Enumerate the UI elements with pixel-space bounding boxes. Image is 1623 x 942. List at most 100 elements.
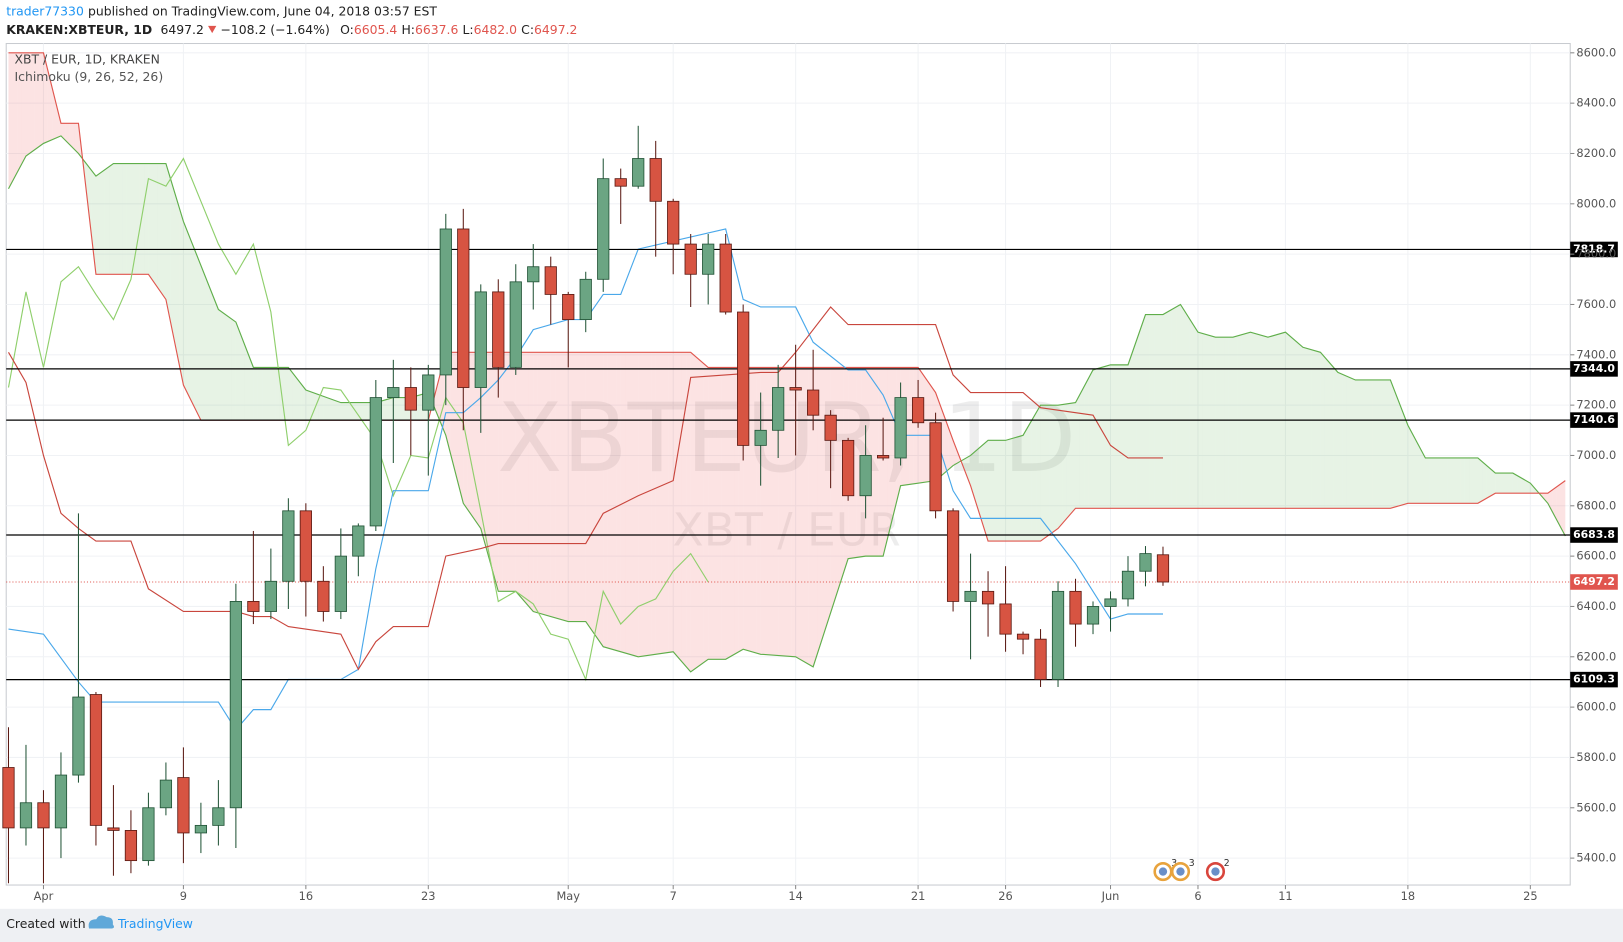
cloud-fill [629, 352, 634, 656]
cloud-fill [633, 352, 639, 657]
cloud-fill [52, 88, 57, 140]
candle-body [719, 243, 732, 313]
cloud-fill [393, 397, 398, 421]
cloud-fill [695, 356, 700, 669]
cloud-fill [1093, 368, 1098, 509]
ohlc-value: 6482.0 [474, 22, 518, 37]
cloud-fill [91, 170, 96, 275]
y-tick-label: 7800.0 [1576, 247, 1616, 261]
y-tick-label: 6600.0 [1576, 549, 1616, 563]
candle-body [107, 827, 120, 831]
cloud-fill [192, 243, 197, 412]
cloud-fill [100, 169, 105, 275]
x-tick-label: 23 [421, 889, 435, 903]
candle-body [299, 510, 312, 582]
cloud-fill [883, 367, 888, 557]
cloud-fill [979, 444, 984, 528]
cloud-fill [1171, 306, 1177, 509]
cloud-fill [852, 367, 857, 559]
cloud-fill [288, 367, 293, 421]
cloud-fill [603, 352, 608, 648]
cloud-fill [800, 367, 805, 662]
cloud-fill [1123, 364, 1129, 509]
cloud-fill [765, 367, 770, 655]
candle-body [282, 510, 295, 582]
candle-body [37, 802, 50, 829]
cloud-fill [542, 352, 547, 616]
candle-body [474, 291, 487, 388]
cloud-fill [1552, 486, 1557, 520]
y-tick-label: 8200.0 [1576, 146, 1616, 160]
cloud-fill [598, 352, 604, 647]
cloud-fill [1149, 314, 1155, 509]
cloud-fill [244, 344, 250, 421]
cloud-fill [1434, 457, 1439, 504]
x-tick-label: May [556, 889, 580, 903]
cloud-fill [165, 163, 171, 321]
indicator-line [7, 135, 1566, 673]
indicator-line [7, 306, 1163, 671]
cloud-fill [826, 367, 831, 627]
cloud-fill [1302, 347, 1308, 509]
cloud-fill [231, 318, 236, 421]
cloud-fill [170, 178, 175, 343]
cloud-fill [594, 352, 599, 641]
cloud-fill [161, 163, 166, 300]
footer-brand[interactable]: TradingView [117, 916, 193, 931]
cloud-fill [887, 367, 892, 539]
cloud-fill [1311, 349, 1317, 509]
cloud-fill [205, 276, 210, 421]
cloud-fill [432, 386, 438, 414]
cloud-fill [1114, 364, 1120, 509]
candle-body [1139, 553, 1152, 572]
cloud-fill [283, 367, 289, 421]
candle-body [54, 774, 68, 829]
candle-body [824, 414, 837, 441]
cloud-fill [1521, 478, 1526, 494]
cloud-fill [1346, 376, 1352, 509]
cloud-fill [450, 352, 455, 470]
candle-body [159, 779, 173, 809]
cloud-fill [1547, 490, 1553, 512]
candle-body [807, 389, 820, 416]
cloud-fill [607, 352, 612, 650]
cloud-fill [104, 166, 110, 275]
cloud-fill [1543, 493, 1548, 504]
cloud-fill [944, 416, 949, 474]
level-label-bg [1570, 361, 1618, 377]
cloud-fill [1307, 348, 1312, 509]
cloud-fill [1206, 334, 1212, 509]
cloud-fill [135, 163, 140, 275]
candle-body [457, 228, 470, 388]
cloud-fill [1088, 369, 1094, 509]
cloud-fill [1101, 366, 1107, 509]
cloud-fill [1189, 318, 1194, 509]
legend-indicator[interactable]: Ichimoku (9, 26, 52, 26) [14, 69, 163, 84]
candle-body [737, 311, 750, 446]
cloud-fill [1071, 402, 1076, 514]
author[interactable]: trader77330 [6, 3, 84, 18]
candle-body [579, 278, 592, 320]
cloud-fill [1530, 483, 1535, 494]
cloud-fill [87, 164, 92, 237]
cloud-fill [397, 397, 403, 421]
cloud-fill [703, 363, 709, 663]
candle-body [1121, 570, 1135, 600]
cloud-fill [791, 367, 796, 657]
cloud-fill [563, 352, 569, 622]
cloud-fill [8, 52, 13, 189]
cloud-fill [1525, 480, 1531, 494]
candle-body [317, 580, 330, 612]
candle-body [544, 266, 557, 295]
y-tick-label: 6400.0 [1576, 599, 1616, 613]
cloud-fill [1062, 403, 1067, 524]
cloud-fill [25, 52, 31, 157]
cloud-fill [1066, 403, 1072, 519]
cloud-fill [922, 373, 927, 483]
ohlc-key: C: [521, 22, 534, 37]
cloud-fill [813, 367, 818, 667]
cloud-fill [533, 352, 538, 613]
cloud-fill [1215, 337, 1220, 509]
cloud-fill [332, 399, 337, 421]
